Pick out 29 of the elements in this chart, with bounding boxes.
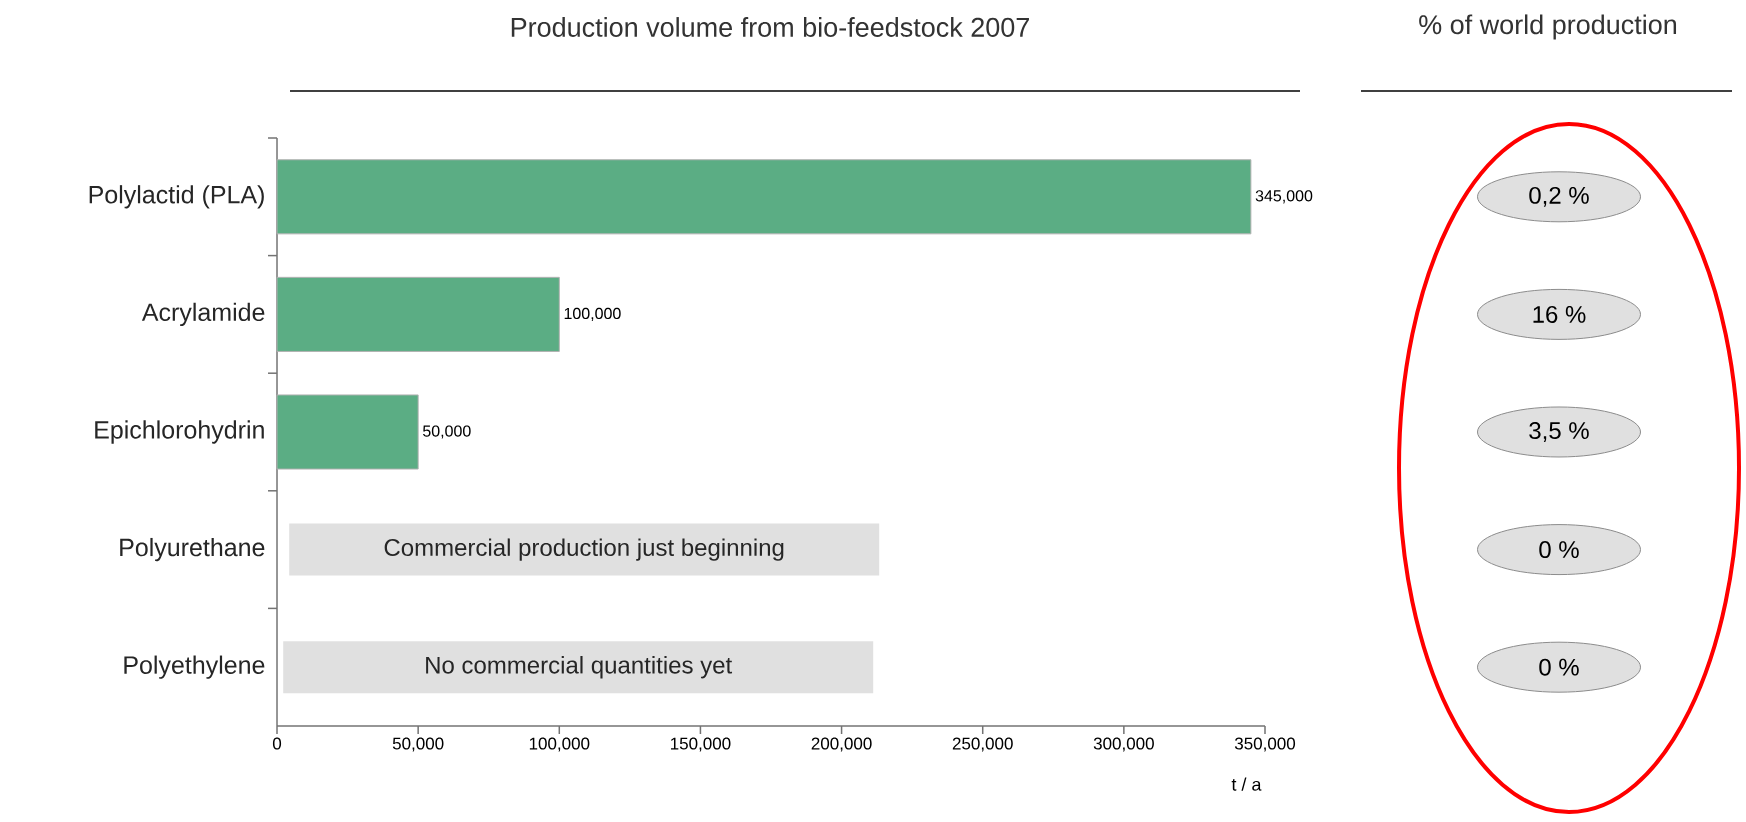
x-tick-label: 100,000 — [529, 737, 590, 752]
text: 16 % — [1533, 305, 1586, 323]
x-tick-label: 50,000 — [392, 737, 444, 752]
text: 0 % — [1539, 541, 1579, 559]
bar — [276, 159, 1252, 235]
x-tick-label: 150,000 — [671, 737, 731, 752]
text: 0 % — [1539, 658, 1579, 676]
data-label: 50,000 — [423, 425, 471, 439]
data-label: 345,000 — [1255, 190, 1313, 204]
y-tick-label: Polylactid (PLA) — [89, 185, 264, 209]
x-tick-label: 0 — [272, 737, 282, 750]
x-tick-label: 200,000 — [811, 737, 872, 752]
text: 0,2 % — [1529, 186, 1589, 207]
x-tick-label: 250,000 — [952, 737, 1013, 752]
x-tick-label: 350,000 — [1234, 737, 1296, 752]
x-axis-title: t / a — [1231, 777, 1262, 791]
data-label: 100,000 — [564, 307, 621, 321]
y-tick-label: Epichlorohydrin — [95, 420, 264, 444]
bar — [276, 276, 560, 352]
annotation: Commercial production just beginning — [384, 538, 784, 561]
y-tick-label: Polyethylene — [124, 655, 265, 679]
bar — [276, 394, 419, 470]
text: % of world production — [1419, 14, 1677, 40]
chart-title: Production volume from bio-feedstock 2007 — [511, 17, 1029, 37]
y-tick-label: Polyurethane — [120, 537, 265, 562]
x-tick-label: 300,000 — [1093, 737, 1154, 752]
y-tick-label: Acrylamide — [141, 302, 265, 327]
text: 3,5 % — [1529, 422, 1589, 442]
annotation: No commercial quantities yet — [426, 656, 733, 679]
